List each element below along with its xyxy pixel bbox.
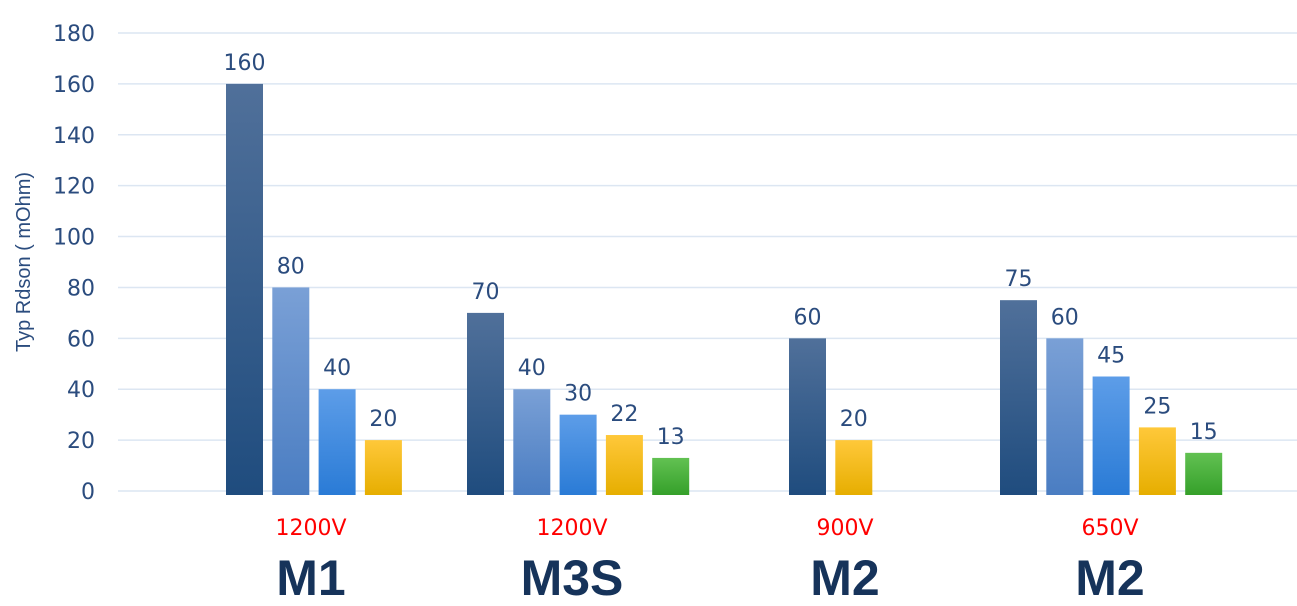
bar-m1-1200v-40 xyxy=(318,389,356,495)
y-tick-label: 120 xyxy=(53,175,95,200)
bar-m3s-1200v-22 xyxy=(605,435,643,495)
data-label: 70 xyxy=(472,280,500,305)
data-label: 60 xyxy=(794,305,822,330)
category-label: M1 xyxy=(276,550,345,606)
y-tick-label: 80 xyxy=(67,276,95,301)
bar-m2-900v-20 xyxy=(835,440,873,495)
category-labels: 1200V M1 1200V M3S 900V M2 650V M2 xyxy=(275,516,1144,606)
bar-m2-650v-15 xyxy=(1185,452,1223,495)
y-tick-label: 100 xyxy=(53,226,95,251)
y-tick-label: 160 xyxy=(53,73,95,98)
data-label: 160 xyxy=(224,51,266,76)
bar-m3s-1200v-70 xyxy=(467,312,504,495)
bar-m2-900v-60 xyxy=(789,338,826,495)
data-label: 80 xyxy=(277,254,305,279)
bar-m1-1200v-20 xyxy=(364,440,402,495)
voltage-label: 900V xyxy=(816,516,873,541)
data-label: 25 xyxy=(1143,394,1171,419)
y-tick-label: 40 xyxy=(67,378,95,403)
voltage-label: 1200V xyxy=(536,516,607,541)
gridlines xyxy=(118,32,1297,492)
data-label: 40 xyxy=(323,356,351,381)
bar-m3s-1200v-13 xyxy=(652,457,690,495)
y-tick-label: 60 xyxy=(67,327,95,352)
data-label: 15 xyxy=(1190,420,1218,445)
category-label: M2 xyxy=(1075,550,1144,606)
voltage-label: 1200V xyxy=(275,516,346,541)
category-label: M3S xyxy=(521,550,624,606)
data-label: 40 xyxy=(518,356,546,381)
bar-m2-650v-75 xyxy=(1000,300,1037,495)
bar-m3s-1200v-40 xyxy=(513,389,551,495)
bar-m1-1200v-160 xyxy=(226,83,263,495)
data-label: 30 xyxy=(564,382,592,407)
y-tick-label: 140 xyxy=(53,124,95,149)
y-axis-ticks: 0 20 40 60 80 100 120 140 160 180 xyxy=(53,22,95,505)
data-label: 75 xyxy=(1005,267,1033,292)
bar-m3s-1200v-30 xyxy=(559,414,597,495)
y-tick-label: 180 xyxy=(53,22,95,47)
data-label: 20 xyxy=(840,407,868,432)
bar-m2-650v-25 xyxy=(1138,427,1176,495)
y-tick-label: 20 xyxy=(67,429,95,454)
data-label: 20 xyxy=(369,407,397,432)
bars: 160 80 40 20 70 40 30 22 13 60 20 75 60 45 25 15 xyxy=(224,51,1223,495)
data-label: 13 xyxy=(657,425,685,450)
data-label: 22 xyxy=(610,402,638,427)
bar-m1-1200v-80 xyxy=(272,287,310,495)
y-axis-label: Typ Rdson ( mOhm) xyxy=(13,172,35,352)
bar-m2-650v-60 xyxy=(1046,338,1084,495)
bar-m2-650v-45 xyxy=(1092,376,1130,495)
data-label: 60 xyxy=(1051,305,1079,330)
voltage-label: 650V xyxy=(1081,516,1138,541)
category-label: M2 xyxy=(810,550,879,606)
data-label: 45 xyxy=(1097,344,1125,369)
y-tick-label: 0 xyxy=(81,480,95,505)
